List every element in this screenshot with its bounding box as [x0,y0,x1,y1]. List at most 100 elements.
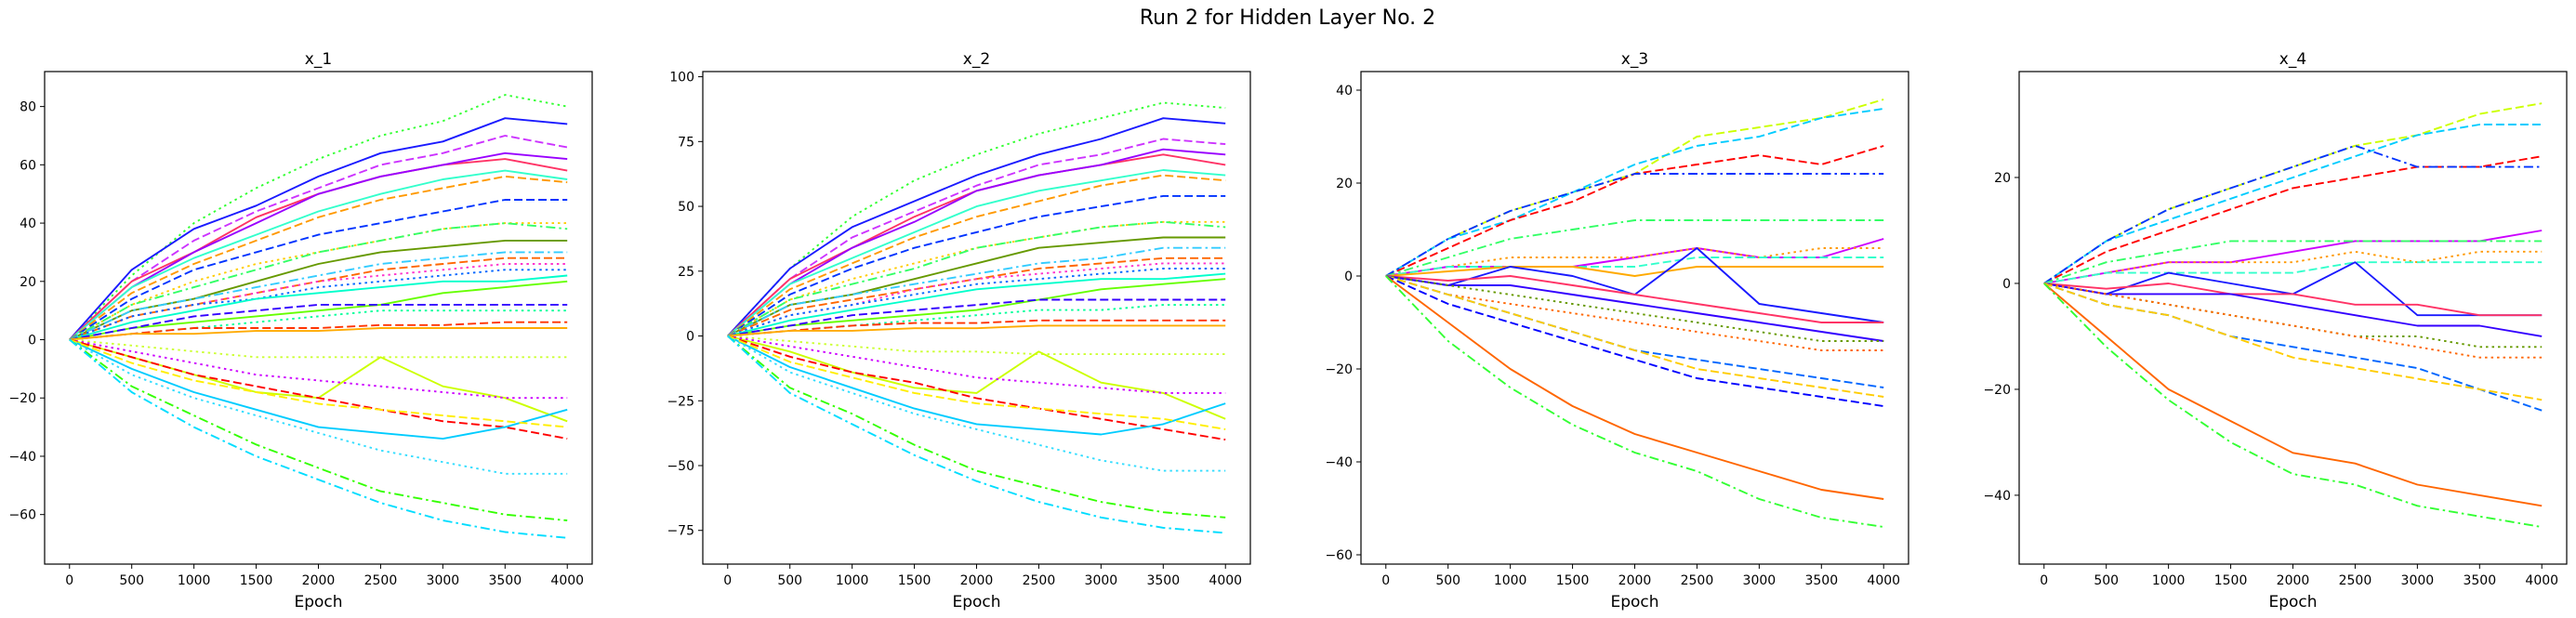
y-tick: 75 [678,135,703,150]
series-line-8 [727,194,1226,337]
x-tick: 0 [2040,564,2048,588]
series-line-27 [69,338,568,428]
series-line-30 [727,335,1226,534]
series-line-13 [69,256,568,341]
x-tick-label: 1000 [178,573,211,588]
series-line-14 [1385,275,1884,351]
subplot-grid: 0 500 1000 1500 2000 2500 3000 3500 4000−60−40−2… [8,50,2568,611]
y-tick-label: 100 [669,71,694,85]
x-tick-label: 1500 [1556,573,1590,588]
x-tick: 1500 [240,564,272,588]
series-line-2 [69,117,568,341]
x-tick-label: 2000 [2277,573,2310,588]
series-line-3 [727,138,1226,337]
x-tick: 1500 [1556,564,1590,588]
x-tick: 1000 [836,564,868,588]
series-line-10 [69,222,568,341]
x-tick: 500 [119,564,144,588]
y-tick: −60 [8,508,45,523]
series-line-25 [69,338,568,440]
x-tick-label: 500 [119,573,144,588]
x-axis-label: Epoch [294,593,342,611]
y-tick-label: 0 [686,330,694,345]
y-tick-label: 0 [28,334,36,348]
y-tick-label: 40 [1336,84,1353,99]
x-tick-label: 0 [2040,573,2048,588]
series-line-26 [727,335,1226,436]
series-line-18 [1385,275,1884,500]
series-line-7 [1385,247,1884,277]
x-tick: 0 [1381,564,1390,588]
y-tick: 0 [28,334,45,348]
y-tick: 20 [20,275,45,290]
series-line-1 [69,94,568,341]
y-tick: 50 [678,200,703,215]
series-line-20 [727,319,1226,337]
subplot-x3: 0 500 1000 1500 2000 2500 3000 3500 4000 −60 −40 −2… [1325,50,1909,611]
y-tick: 20 [1336,177,1361,191]
y-tick: −50 [667,459,703,474]
x-tick: 4000 [1867,564,1900,588]
x-tick-label: 4000 [2525,573,2558,588]
series-line-20 [69,321,568,341]
series-line-4 [2043,144,2543,284]
x-tick-label: 3500 [1146,573,1180,588]
x-tick-label: 2500 [2339,573,2372,588]
x-tick: 2000 [2277,564,2310,588]
y-tick-label: 40 [20,217,36,231]
series-line-1 [727,101,1226,337]
series-line-17 [1385,275,1884,407]
subplot-x1: 0 500 1000 1500 2000 2500 3000 3500 4000 −60 −40 −2… [8,50,593,611]
y-tick: −20 [1325,362,1361,377]
series-line-30 [69,338,568,539]
y-tick: 40 [1336,84,1361,99]
series-line-15 [727,268,1226,337]
x-tick: 0 [723,564,732,588]
x-tick-label: 2500 [364,573,398,588]
series-group [1385,99,1884,528]
series-line-15 [69,269,568,341]
x-tick-label: 500 [777,573,802,588]
series-line-16 [1385,275,1884,398]
x-axis-label: Epoch [2268,593,2317,611]
series-line-23 [727,335,1226,420]
x-tick: 1000 [1494,564,1526,588]
y-tick: −25 [667,394,703,409]
x-tick-label: 3000 [2401,573,2435,588]
series-line-6 [2043,240,2543,284]
series-line-7 [727,174,1226,337]
series-line-7 [2043,250,2543,284]
y-tick-label: 0 [2002,277,2011,292]
x-tick: 1500 [2214,564,2247,588]
x-tick: 3000 [2401,564,2435,588]
x-tick: 2000 [960,564,993,588]
series-group [727,101,1226,534]
series-line-28 [69,338,568,475]
y-tick: −20 [8,391,45,406]
x-tick: 1000 [178,564,211,588]
series-line-12 [69,251,568,341]
series-line-22 [727,335,1226,356]
subplot-title: x_1 [305,50,332,69]
x-tick-label: 1000 [2152,573,2186,588]
y-tick: 60 [20,158,45,173]
series-line-8 [2043,261,2543,284]
y-tick: −40 [1983,489,2019,504]
x-tick: 3000 [1085,564,1117,588]
series-line-19 [1385,275,1884,528]
x-tick-label: 4000 [1867,573,1900,588]
x-axis-label: Epoch [952,593,1000,611]
series-line-22 [69,338,568,359]
y-tick-label: −20 [1983,383,2011,398]
y-tick-label: 20 [1994,171,2011,186]
x-tick-label: 4000 [550,573,584,588]
x-tick-label: 3500 [1804,573,1838,588]
x-tick-label: 2000 [302,573,336,588]
series-line-9 [1385,266,1884,277]
x-tick: 500 [1435,564,1460,588]
y-tick-label: 25 [678,265,694,280]
x-tick-label: 0 [65,573,73,588]
series-line-2 [1385,108,1884,277]
series-line-26 [69,338,568,440]
